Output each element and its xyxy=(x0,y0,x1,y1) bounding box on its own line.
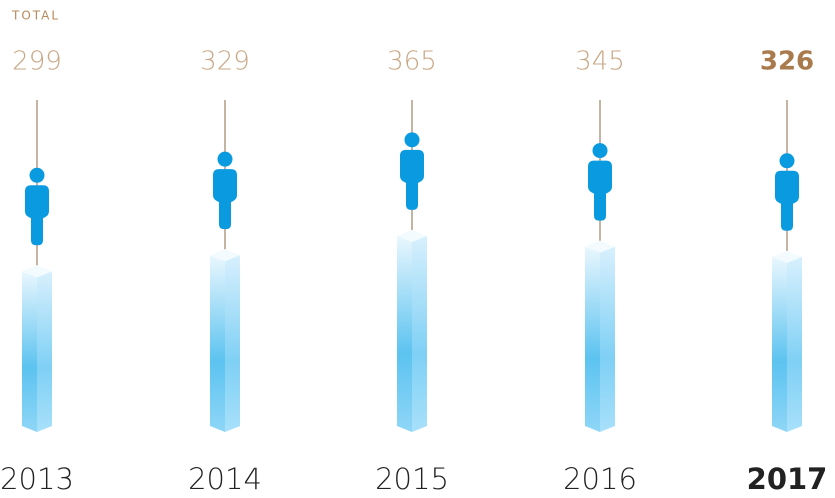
bar-top xyxy=(22,265,52,278)
bar-top xyxy=(397,229,427,242)
bar-top xyxy=(585,240,615,253)
bar-top xyxy=(210,249,240,262)
value-label: 326 xyxy=(760,47,814,77)
icon-body xyxy=(25,185,49,246)
value-label: 365 xyxy=(387,47,437,77)
bar-right-face xyxy=(787,256,802,432)
x-tick-label: 2016 xyxy=(563,462,637,496)
icon-head xyxy=(779,153,795,169)
bar-right-face xyxy=(225,255,240,432)
bar xyxy=(585,240,615,432)
icon-head xyxy=(404,132,420,148)
x-tick-label: 2014 xyxy=(188,462,262,496)
person-icon xyxy=(400,132,424,210)
value-label: 329 xyxy=(200,47,250,77)
icon-body xyxy=(775,170,799,231)
bar-top xyxy=(772,250,802,263)
person-icon xyxy=(213,151,237,230)
bar xyxy=(210,249,240,432)
bar-left-face xyxy=(210,255,225,432)
x-tick-label: 2015 xyxy=(375,462,449,496)
person-icon xyxy=(775,153,799,231)
bar xyxy=(397,229,427,432)
bar-right-face xyxy=(37,271,52,432)
value-label: 299 xyxy=(12,47,62,77)
person-icon xyxy=(25,167,49,246)
icon-head xyxy=(217,151,233,167)
icon-body xyxy=(400,149,424,210)
bar-left-face xyxy=(397,235,412,432)
bar-left-face xyxy=(772,256,787,432)
x-tick-label: 2017 xyxy=(747,462,828,496)
bar xyxy=(22,265,52,432)
bar-right-face xyxy=(412,235,427,432)
icon-body xyxy=(588,160,612,221)
bar xyxy=(772,250,802,432)
chart-title: TOTAL xyxy=(11,9,60,23)
icon-head xyxy=(29,167,45,183)
icon-body xyxy=(213,169,237,230)
bar-left-face xyxy=(22,271,37,432)
person-icon xyxy=(588,143,612,221)
bar-right-face xyxy=(600,246,615,432)
icon-head xyxy=(592,143,608,159)
value-label: 345 xyxy=(575,47,625,77)
x-tick-label: 2013 xyxy=(0,462,74,496)
bar-left-face xyxy=(585,246,600,432)
